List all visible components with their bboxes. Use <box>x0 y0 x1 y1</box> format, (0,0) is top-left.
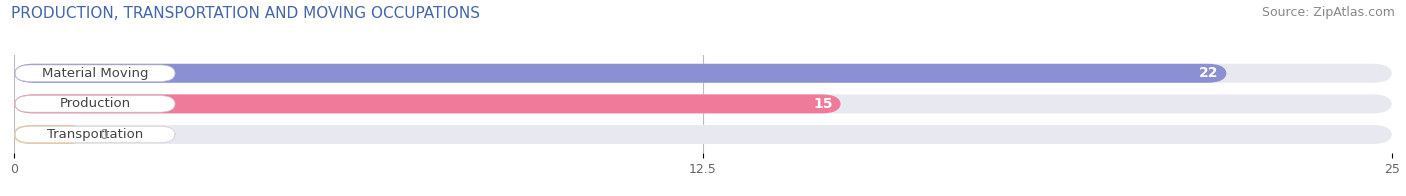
Text: Production: Production <box>59 97 131 110</box>
FancyBboxPatch shape <box>14 94 1392 113</box>
Text: 0: 0 <box>100 128 108 142</box>
Text: Material Moving: Material Moving <box>42 67 148 80</box>
FancyBboxPatch shape <box>15 126 174 143</box>
FancyBboxPatch shape <box>14 64 1392 83</box>
FancyBboxPatch shape <box>14 125 86 144</box>
FancyBboxPatch shape <box>14 94 841 113</box>
FancyBboxPatch shape <box>15 96 174 112</box>
FancyBboxPatch shape <box>14 64 1226 83</box>
Text: Source: ZipAtlas.com: Source: ZipAtlas.com <box>1261 6 1395 19</box>
Text: 15: 15 <box>813 97 832 111</box>
FancyBboxPatch shape <box>14 125 1392 144</box>
Text: Transportation: Transportation <box>46 128 143 141</box>
Text: PRODUCTION, TRANSPORTATION AND MOVING OCCUPATIONS: PRODUCTION, TRANSPORTATION AND MOVING OC… <box>11 6 481 21</box>
Text: 22: 22 <box>1199 66 1219 80</box>
FancyBboxPatch shape <box>15 65 174 82</box>
